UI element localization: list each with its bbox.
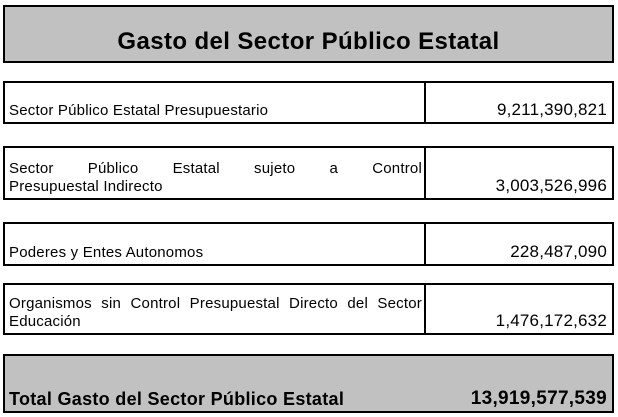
row-label-cell: Sector Público Estatal Presupuestario xyxy=(5,83,424,122)
row-value: 1,476,172,632 xyxy=(424,285,612,333)
row-value: 3,003,526,996 xyxy=(424,148,612,198)
table-row: Sector Público Estatal sujeto a Control … xyxy=(3,146,614,200)
row-label-line-2: Educación xyxy=(9,313,81,330)
title-banner: Gasto del Sector Público Estatal xyxy=(3,5,614,63)
row-label-cell: Poderes y Entes Autonomos xyxy=(5,224,424,264)
total-row: Total Gasto del Sector Público Estatal 1… xyxy=(3,354,614,413)
row-label-cell: Organismos sin Control Presupuestal Dire… xyxy=(5,285,424,333)
row-label: Poderes y Entes Autonomos xyxy=(9,244,204,261)
row-label-line-1: Organismos sin Control Presupuestal Dire… xyxy=(9,295,422,312)
table-row: Sector Público Estatal Presupuestario 9,… xyxy=(3,81,614,124)
row-label-cell: Sector Público Estatal sujeto a Control … xyxy=(5,148,424,198)
page-title: Gasto del Sector Público Estatal xyxy=(117,28,500,55)
row-label-line-1: Sector Público Estatal sujeto a Control xyxy=(9,160,422,177)
row-value: 228,487,090 xyxy=(424,224,612,264)
table-row: Organismos sin Control Presupuestal Dire… xyxy=(3,283,614,335)
row-label-line-2: Presupuestal Indirecto xyxy=(9,178,163,195)
total-value: 13,919,577,539 xyxy=(470,388,607,409)
row-label: Sector Público Estatal Presupuestario xyxy=(9,102,269,119)
table-row: Poderes y Entes Autonomos 228,487,090 xyxy=(3,222,614,266)
row-value: 9,211,390,821 xyxy=(424,83,612,122)
total-label: Total Gasto del Sector Público Estatal xyxy=(9,389,345,409)
